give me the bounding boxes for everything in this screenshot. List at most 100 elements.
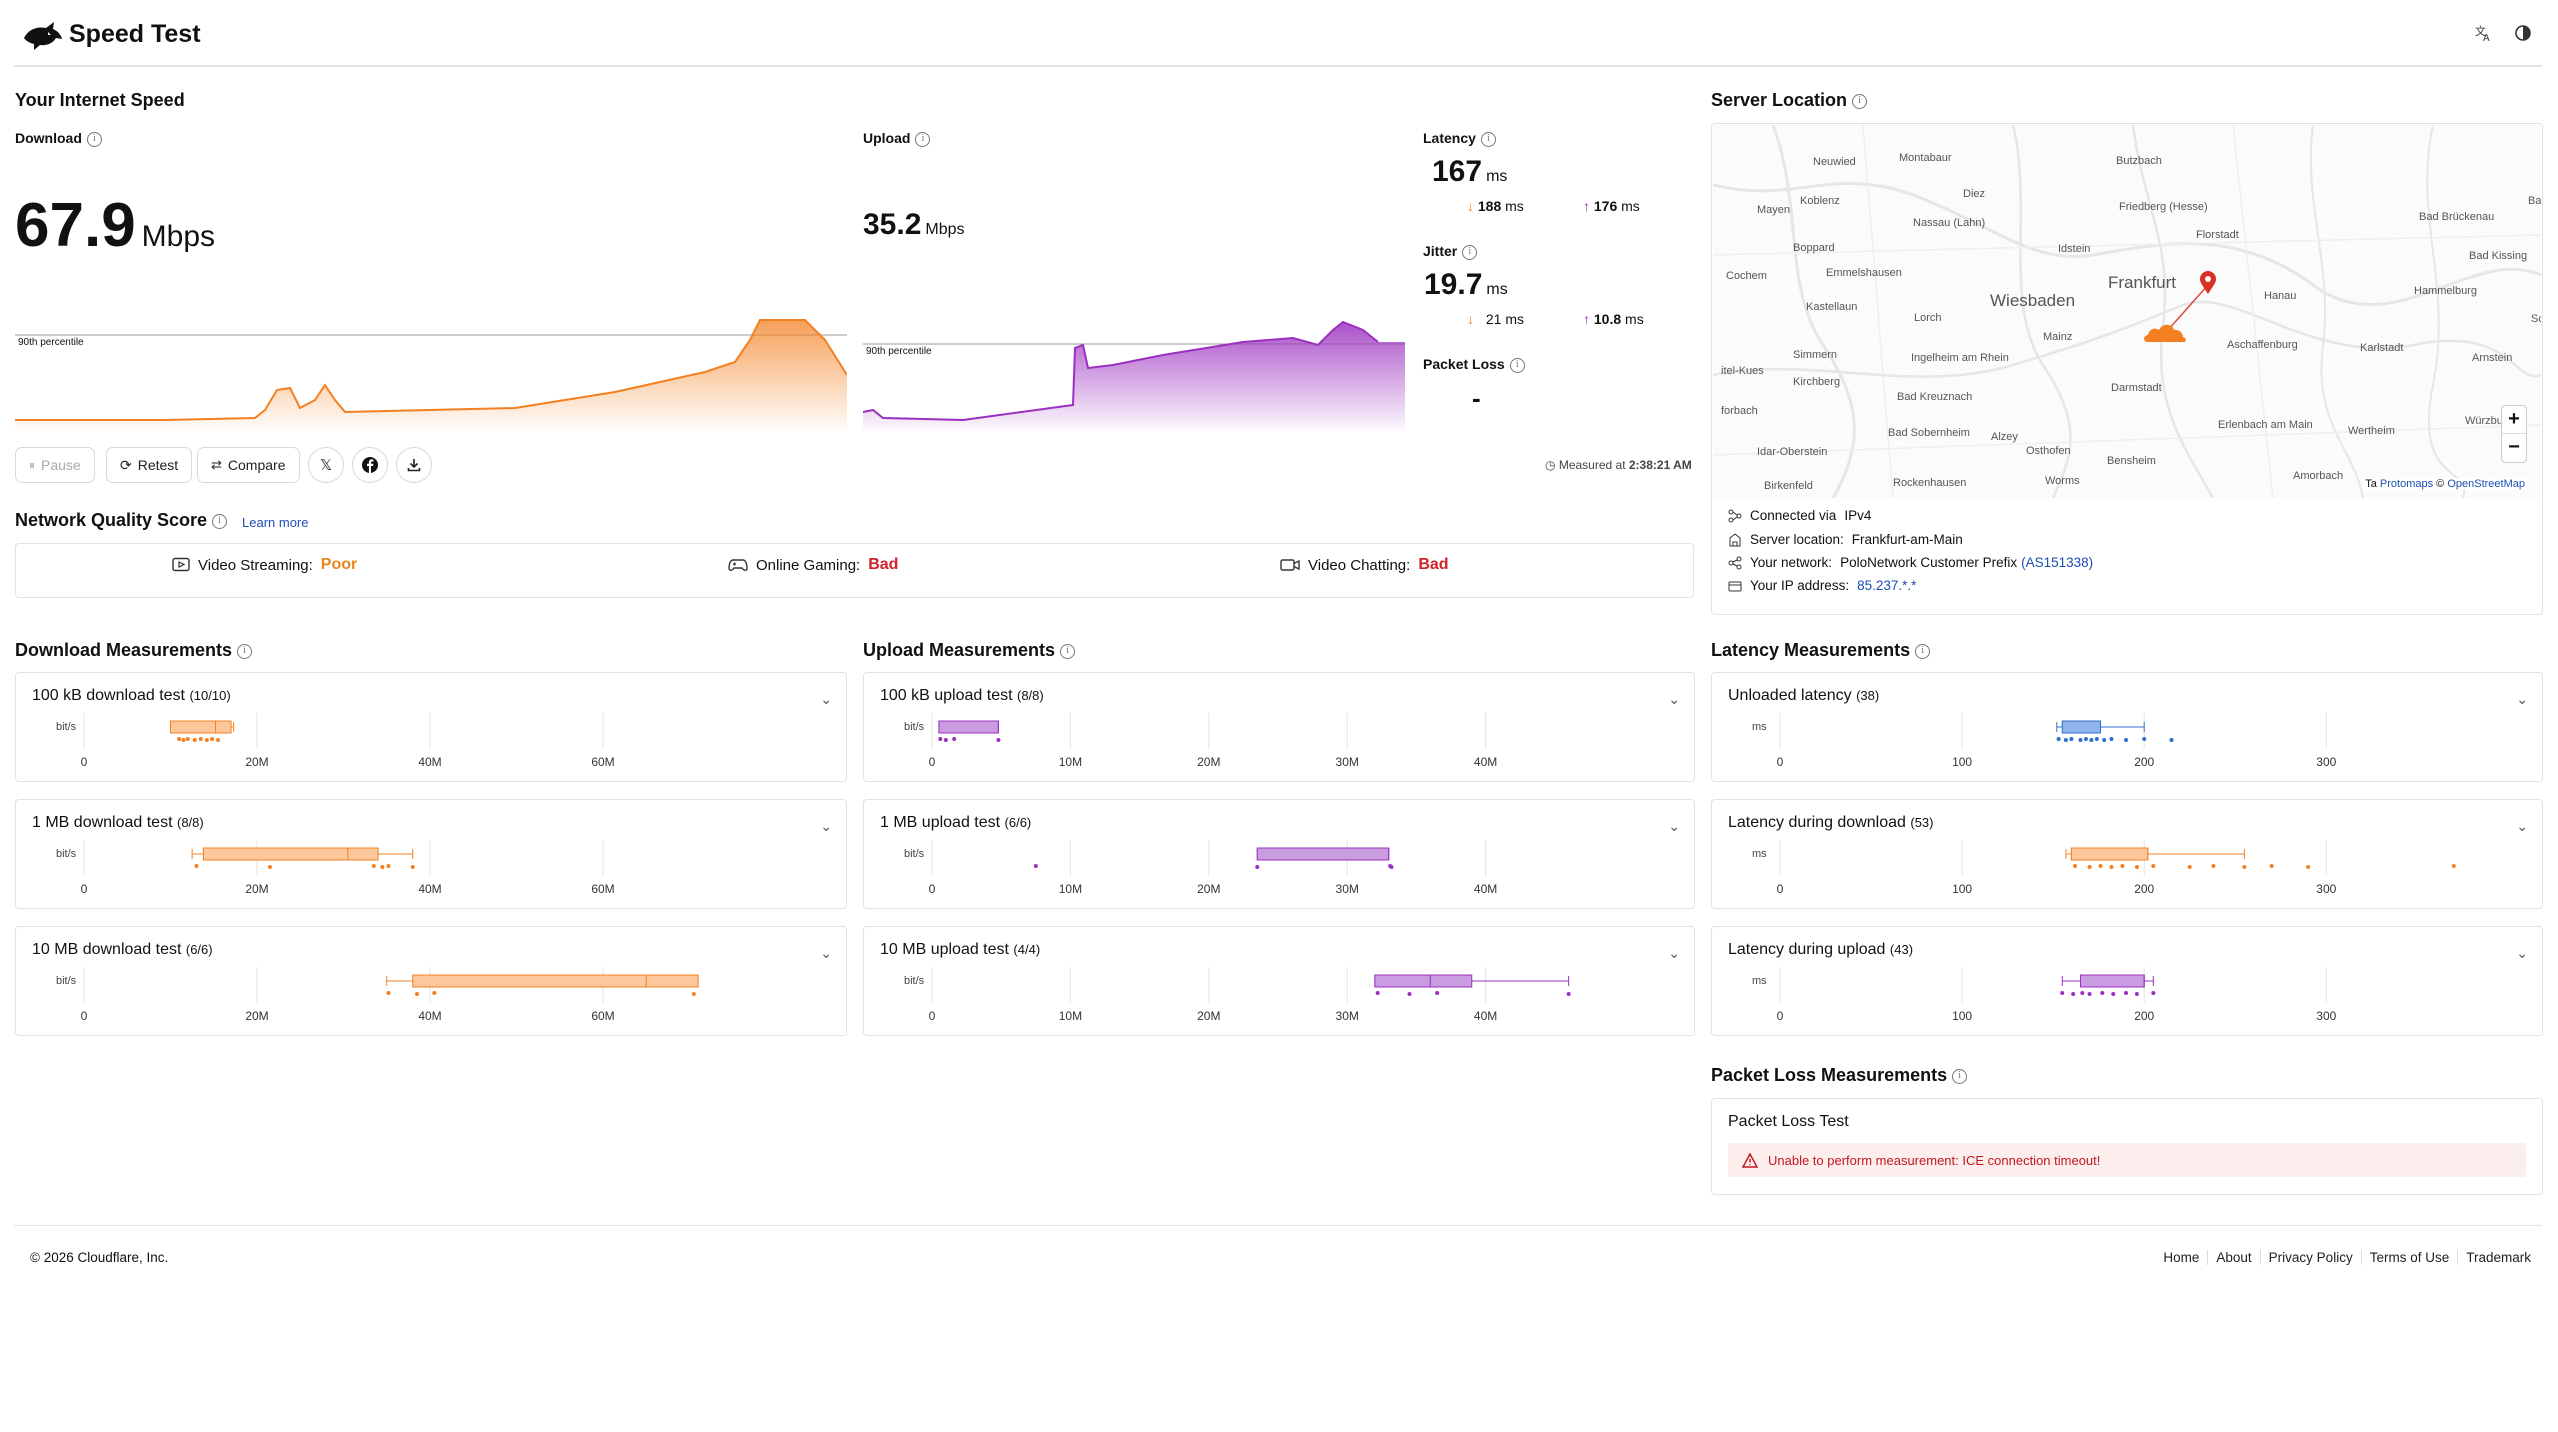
sample-point — [1407, 992, 1412, 996]
tick-label: 100 — [1952, 755, 1973, 769]
download-results-icon[interactable] — [396, 447, 432, 483]
measured-at: ◷ Measured at 2:38:21 AM — [1545, 458, 1692, 472]
osm-link[interactable]: OpenStreetMap — [2447, 478, 2525, 490]
info-icon[interactable]: i — [1060, 643, 1076, 659]
footer-link-terms[interactable]: Terms of Use — [2362, 1250, 2459, 1265]
sample-point — [2306, 865, 2311, 869]
box-plot — [83, 840, 604, 876]
measurement-card[interactable]: 10 MB download test (6/6) ⌄ bit/s 0 20M 40M 60… — [15, 926, 847, 1036]
measurement-card[interactable]: 100 kB upload test (8/8) ⌄ bit/s 0 10M 20M 30M… — [863, 672, 1695, 782]
tick-label: 0 — [1776, 755, 1784, 769]
chevron-down-icon[interactable]: ⌄ — [2516, 945, 2528, 961]
tick-label: 300 — [2316, 755, 2337, 769]
map-label: Darmstadt — [2111, 382, 2162, 394]
sample-point — [1566, 992, 1571, 996]
info-icon[interactable]: i — [1852, 93, 1868, 109]
footer-link-about[interactable]: About — [2208, 1250, 2261, 1265]
measurement-card[interactable]: Latency during upload (43) ⌄ ms 0 100 200 300 — [1711, 926, 2543, 1036]
video-camera-icon — [1280, 557, 1300, 573]
chevron-down-icon[interactable]: ⌄ — [820, 691, 832, 707]
server-map[interactable]: NeuwiedMontabaurButzbachOstheimMayenKobl… — [1713, 125, 2541, 498]
iqr-box — [1374, 974, 1473, 988]
chevron-down-icon[interactable]: ⌄ — [820, 945, 832, 961]
sample-point — [2134, 992, 2139, 996]
facebook-share-icon[interactable] — [352, 447, 388, 483]
chevron-down-icon[interactable]: ⌄ — [820, 818, 832, 834]
measurement-card[interactable]: 1 MB download test (8/8) ⌄ bit/s 0 20M 40M 60M — [15, 799, 847, 909]
jitter-down: ↓ 21 ms — [1467, 311, 1525, 327]
measurement-card[interactable]: Latency during download (53) ⌄ ms 0 100 200 30… — [1711, 799, 2543, 909]
chevron-down-icon[interactable]: ⌄ — [1668, 818, 1680, 834]
map-label: Kastellaun — [1806, 301, 1858, 313]
pause-button[interactable]: ⏸ Pause — [15, 447, 95, 483]
info-icon[interactable]: i — [1952, 1068, 1968, 1084]
map-label: Worms — [2045, 475, 2080, 487]
chevron-down-icon[interactable]: ⌄ — [2516, 691, 2528, 707]
tick-label: 300 — [2316, 1009, 2337, 1023]
app-title: Speed Test — [69, 20, 201, 48]
protomaps-link[interactable]: Protomaps — [2379, 478, 2434, 490]
info-icon[interactable]: i — [1480, 131, 1496, 147]
sample-point — [2142, 737, 2147, 741]
sample-point — [1435, 991, 1440, 995]
map-label: Idstein — [2058, 243, 2091, 255]
measurement-card[interactable]: 1 MB upload test (6/6) ⌄ bit/s 0 10M 20M 30M 40… — [863, 799, 1695, 909]
map-label: Butzbach — [2116, 155, 2162, 167]
gamepad-icon — [728, 557, 748, 573]
footer-link-home[interactable]: Home — [2155, 1250, 2209, 1265]
tick-label: 0 — [928, 755, 936, 769]
footer-link-privacy[interactable]: Privacy Policy — [2261, 1250, 2362, 1265]
map-label: Neuwied — [1813, 156, 1856, 168]
tick-label: 0 — [928, 1009, 936, 1023]
tick-label: 0 — [928, 882, 936, 896]
tick-label: 40M — [1473, 882, 1498, 896]
box-plot — [1779, 713, 2327, 749]
zoom-out-button[interactable]: − — [2508, 436, 2520, 458]
asn-link[interactable]: (AS151338) — [2021, 555, 2094, 570]
tick-label: 0 — [1776, 882, 1784, 896]
sample-point — [198, 737, 203, 741]
map-label: Bad Brückenau — [2419, 211, 2495, 223]
tick-label: 10M — [1058, 755, 1083, 769]
map-label: Emmelshausen — [1826, 267, 1902, 279]
info-icon[interactable]: i — [1915, 643, 1931, 659]
chevron-down-icon[interactable]: ⌄ — [1668, 691, 1680, 707]
iqr-box — [202, 847, 379, 861]
info-icon[interactable]: i — [237, 643, 253, 659]
measurement-card[interactable]: 100 kB download test (10/10) ⌄ bit/s 0 20M 40… — [15, 672, 847, 782]
id-card-icon — [1728, 579, 1742, 593]
contrast-icon[interactable] — [2514, 24, 2532, 42]
compare-button[interactable]: ⇄ Compare — [197, 447, 300, 483]
jitter-label: Jitter i — [1423, 243, 1478, 260]
learn-more-link[interactable]: Learn more — [242, 515, 309, 530]
percentile-label: 90th percentile — [866, 346, 932, 357]
info-icon[interactable]: i — [1462, 244, 1478, 260]
info-icon[interactable]: i — [86, 131, 102, 147]
sample-point — [2151, 864, 2156, 868]
iqr-box — [170, 720, 232, 734]
packet-loss-card: Packet Loss Test Unable to perform measu… — [1711, 1098, 2543, 1195]
measurement-card[interactable]: Unloaded latency (38) ⌄ ms 0 100 200 300 — [1711, 672, 2543, 782]
sample-point — [2211, 864, 2216, 868]
chevron-down-icon[interactable]: ⌄ — [1668, 945, 1680, 961]
map-label: Bensheim — [2107, 455, 2156, 467]
x-share-icon[interactable]: 𝕏 — [308, 447, 344, 483]
sample-point — [2124, 991, 2128, 995]
location-pin-icon — [2199, 271, 2217, 295]
retest-button[interactable]: ⟳ Retest — [106, 447, 193, 483]
info-icon[interactable]: i — [915, 131, 931, 147]
sample-point — [2269, 864, 2274, 868]
warning-icon — [1742, 1152, 1758, 1168]
ip-address-link[interactable]: 85.237.*.* — [1857, 578, 1917, 593]
info-icon[interactable]: i — [212, 513, 228, 529]
chevron-down-icon[interactable]: ⌄ — [2516, 818, 2528, 834]
packet-loss-measurements-title: Packet Loss Measurements i — [1711, 1065, 1968, 1086]
test-name: Latency during download (53) — [1728, 814, 1934, 831]
footer-link-trademark[interactable]: Trademark — [2466, 1250, 2531, 1265]
zoom-in-button[interactable]: + — [2502, 406, 2526, 434]
map-label: Würzburg — [2465, 415, 2513, 427]
info-icon[interactable]: i — [1509, 357, 1525, 373]
measurement-card[interactable]: 10 MB upload test (4/4) ⌄ bit/s 0 10M 20M 30M 4… — [863, 926, 1695, 1036]
sample-point — [2098, 864, 2103, 868]
